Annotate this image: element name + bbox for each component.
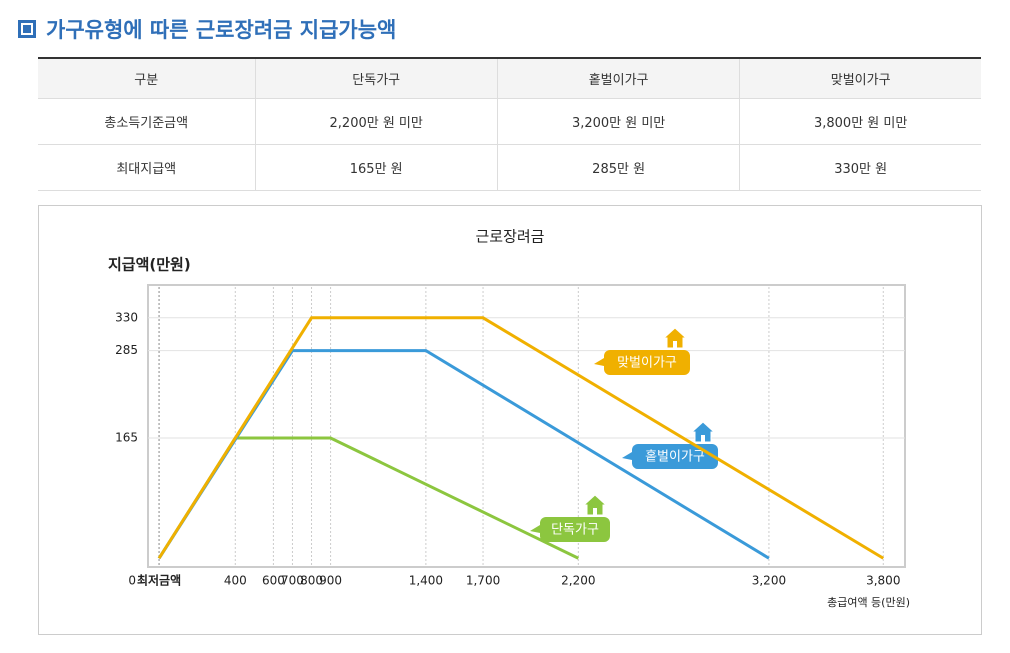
house-door bbox=[673, 341, 677, 348]
header-cell: 맞벌이가구 bbox=[739, 58, 981, 99]
y-tick-label: 285 bbox=[115, 343, 138, 357]
callout-box bbox=[632, 444, 718, 469]
legend-callout: 단독가구 bbox=[530, 494, 610, 542]
y-tick-label: 330 bbox=[115, 310, 138, 324]
x-tick-label: 900 bbox=[319, 574, 342, 588]
cell: 330만 원 bbox=[739, 144, 981, 191]
house-icon bbox=[662, 327, 688, 349]
x-tick-label: 1,400 bbox=[409, 574, 443, 588]
legend-label: 단독가구 bbox=[551, 523, 599, 538]
benefit-table: 구분 단독가구 홑벌이가구 맞벌이가구 총소득기준금액 2,200만 원 미만 … bbox=[38, 57, 981, 191]
callout-pointer bbox=[594, 358, 604, 366]
callout-box bbox=[540, 517, 610, 542]
x-tick-label: 1,700 bbox=[466, 574, 500, 588]
callout-pointer bbox=[622, 452, 632, 460]
cell: 285만 원 bbox=[496, 144, 740, 191]
x-tick-label: 3,800 bbox=[866, 574, 900, 588]
section-title: 가구유형에 따른 근로장려금 지급가능액 bbox=[18, 14, 396, 44]
cell: 165만 원 bbox=[254, 144, 498, 191]
x-tick-label: 3,200 bbox=[752, 574, 786, 588]
cell: 3,200만 원 미만 bbox=[496, 98, 740, 145]
house-door bbox=[701, 435, 705, 442]
x-tick-label: 600 bbox=[262, 574, 285, 588]
legend-callout: 홑벌이가구 bbox=[622, 421, 718, 469]
title-icon bbox=[18, 20, 36, 38]
cell: 총소득기준금액 bbox=[38, 98, 255, 145]
x-tick-label: 700 bbox=[281, 574, 304, 588]
series-line bbox=[157, 316, 885, 560]
house-door bbox=[593, 508, 597, 515]
y-tick-label: 0 bbox=[128, 574, 136, 588]
legend-label: 홑벌이가구 bbox=[645, 450, 705, 465]
chart-title: 근로장려금 bbox=[475, 228, 544, 246]
x-axis-label: 총급여액 등(만원) bbox=[827, 596, 910, 609]
header-cell: 홑벌이가구 bbox=[496, 58, 740, 99]
y-tick-label: 165 bbox=[115, 431, 138, 445]
legend-label: 맞벌이가구 bbox=[617, 356, 677, 371]
header-cell: 구분 bbox=[38, 58, 255, 99]
cell: 3,800만 원 미만 bbox=[739, 98, 981, 145]
header-row: 구분 단독가구 홑벌이가구 맞벌이가구 bbox=[38, 58, 981, 99]
header-cell: 단독가구 bbox=[254, 58, 498, 99]
x-tick-label: 최저금액 bbox=[137, 573, 181, 588]
cell: 최대지급액 bbox=[38, 144, 255, 191]
y-axis-label: 지급액(만원) bbox=[108, 256, 191, 274]
row: 총소득기준금액 2,200만 원 미만 3,200만 원 미만 3,800만 원… bbox=[38, 98, 981, 145]
callout-pointer bbox=[530, 525, 540, 533]
row: 최대지급액 165만 원 285만 원 330만 원 bbox=[38, 144, 981, 191]
chart-frame bbox=[38, 205, 982, 635]
cell: 2,200만 원 미만 bbox=[254, 98, 498, 145]
callout-box bbox=[604, 350, 690, 375]
x-tick-label: 400 bbox=[224, 574, 247, 588]
x-tick-label: 800 bbox=[300, 574, 323, 588]
x-tick-label: 2,200 bbox=[561, 574, 595, 588]
plot-frame bbox=[147, 284, 906, 568]
title-text: 가구유형에 따른 근로장려금 지급가능액 bbox=[46, 18, 397, 42]
legend-callout: 맞벌이가구 bbox=[594, 327, 690, 375]
series-line bbox=[157, 436, 579, 560]
house-icon bbox=[582, 494, 608, 516]
house-icon bbox=[690, 421, 716, 443]
